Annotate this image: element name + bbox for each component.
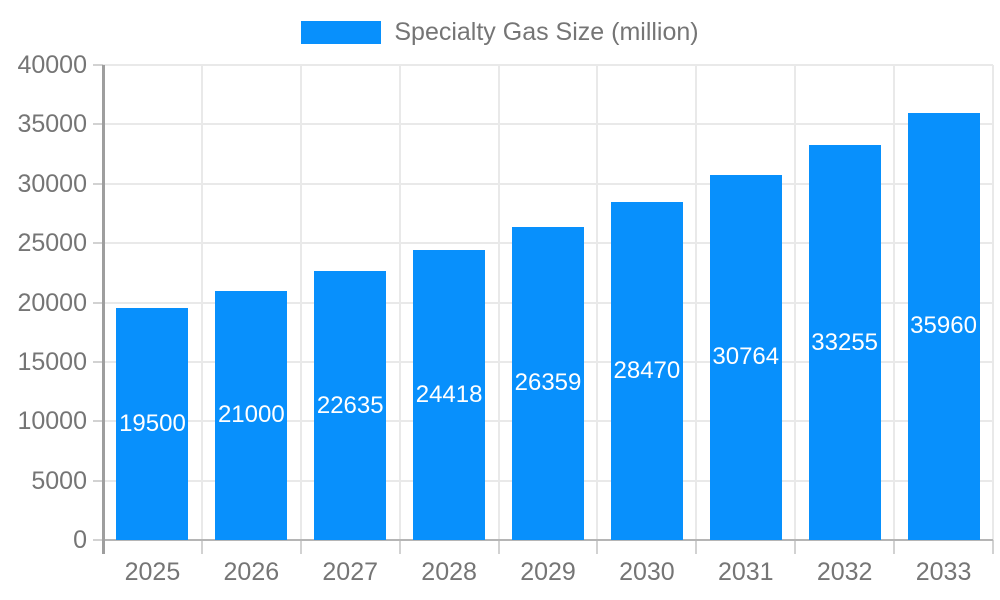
bar-value-label: 33255: [811, 328, 879, 356]
bar[interactable]: 21000: [215, 290, 288, 540]
x-axis-tick-label: 2030: [619, 558, 675, 586]
x-gridline: [299, 65, 302, 540]
bar[interactable]: 30764: [709, 174, 782, 540]
bar[interactable]: 19500: [116, 308, 189, 540]
bar-value-label: 21000: [217, 401, 285, 429]
y-axis-tick-label: 15000: [17, 347, 87, 376]
x-gridline: [695, 65, 698, 540]
bar-value-label: 30764: [712, 343, 780, 371]
x-axis-line: [103, 539, 993, 541]
x-axis-tick-label: 2026: [223, 558, 280, 586]
bar-value-label: 28470: [613, 356, 681, 384]
x-axis-tick: [200, 540, 203, 554]
bar[interactable]: 26359: [512, 226, 584, 540]
x-gridline: [200, 65, 203, 540]
y-axis-tick-label: 20000: [17, 288, 87, 317]
y-axis-tick-label: 10000: [17, 407, 87, 436]
y-axis-tick: [93, 360, 103, 363]
bar[interactable]: 22635: [314, 271, 387, 540]
bar[interactable]: 28470: [610, 201, 683, 540]
y-axis-tick: [93, 301, 103, 304]
y-axis-tick-label: 35000: [17, 110, 87, 139]
x-gridline: [893, 65, 896, 540]
x-gridline: [398, 65, 401, 540]
y-axis-tick-label: 5000: [31, 466, 87, 495]
x-axis-tick-label: 2032: [816, 558, 873, 586]
bar[interactable]: 35960: [907, 112, 980, 540]
bar-value-label: 26359: [514, 369, 582, 397]
bar-value-label: 19500: [119, 410, 186, 438]
y-axis-tick: [93, 123, 103, 126]
bar-value-label: 35960: [910, 312, 977, 340]
x-axis-tick-label: 2031: [717, 558, 774, 586]
x-gridline: [992, 65, 994, 540]
x-gridline: [794, 65, 797, 540]
y-gridline: [103, 64, 993, 66]
x-axis-tick: [596, 540, 599, 554]
x-axis-tick: [497, 540, 500, 554]
x-gridline: [596, 65, 599, 540]
y-axis-tick-label: 25000: [17, 229, 87, 258]
bar-value-label: 24418: [415, 381, 483, 408]
y-gridline: [103, 182, 993, 185]
y-axis-tick: [93, 242, 103, 245]
y-axis-tick: [93, 479, 103, 482]
x-axis-tick: [299, 540, 302, 554]
y-gridline: [103, 123, 993, 126]
x-axis-tick: [695, 540, 698, 554]
legend-swatch: [301, 20, 382, 44]
bar-value-label: 22635: [316, 391, 384, 419]
y-axis-tick: [93, 539, 103, 541]
y-axis-tick: [93, 420, 103, 423]
x-axis-tick: [398, 540, 401, 554]
y-axis-tick: [93, 182, 103, 185]
x-axis-tick: [992, 540, 994, 554]
y-axis-tick-label: 0: [73, 526, 87, 554]
y-axis-tick-label: 30000: [17, 169, 87, 198]
x-axis-tick: [794, 540, 797, 554]
x-axis-tick-label: 2029: [520, 558, 576, 586]
legend[interactable]: Specialty Gas Size (million): [0, 14, 1000, 50]
x-gridline: [497, 65, 500, 540]
y-axis-tick: [93, 64, 103, 66]
y-axis-tick-label: 40000: [17, 51, 87, 79]
bar[interactable]: 33255: [808, 145, 881, 540]
bar[interactable]: 24418: [413, 250, 486, 540]
legend-label: Specialty Gas Size (million): [394, 17, 699, 46]
x-axis-tick-label: 2028: [421, 558, 477, 586]
x-axis-tick-label: 2033: [915, 558, 972, 586]
x-axis-tick: [893, 540, 896, 554]
x-axis-tick-label: 2027: [322, 558, 379, 586]
y-axis-line: [102, 65, 105, 554]
x-axis-tick-label: 2025: [124, 558, 181, 586]
